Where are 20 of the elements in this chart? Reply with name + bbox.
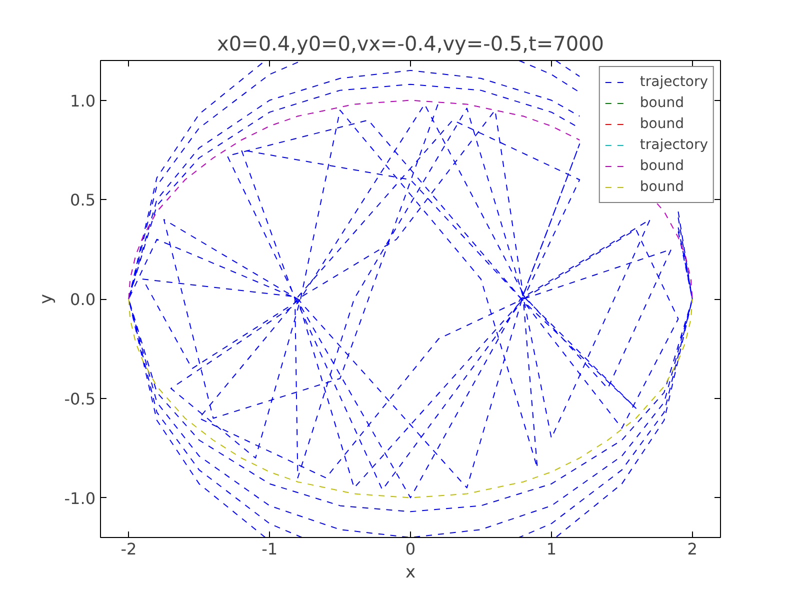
y-tick-label: -1.0 — [64, 488, 96, 508]
y-tick-label: 0.5 — [70, 190, 96, 210]
x-tick-label: 0 — [405, 540, 416, 558]
chart-title: x0=0.4,y0=0,vx=-0.4,vy=-0.5,t=7000 — [217, 32, 604, 56]
x-tick-label: -1 — [262, 540, 278, 558]
legend-label: bound — [640, 178, 684, 197]
y-tick-label: 0.0 — [70, 290, 96, 309]
line-series — [128, 298, 693, 498]
x-tick-label: -2 — [120, 540, 137, 558]
x-axis-title: x — [405, 562, 416, 582]
legend-label: trajectory — [640, 136, 708, 155]
legend-label: bound — [640, 115, 684, 134]
x-tick-label: 2 — [687, 540, 698, 558]
y-tick-label: -0.5 — [64, 389, 96, 408]
y-axis-title: y — [36, 294, 56, 304]
legend-label: trajectory — [640, 73, 708, 92]
y-tick-label: 1.0 — [70, 91, 96, 110]
x-tick-label: 1 — [546, 540, 557, 558]
legend-label: bound — [640, 157, 684, 176]
legend-label: bound — [640, 94, 684, 113]
